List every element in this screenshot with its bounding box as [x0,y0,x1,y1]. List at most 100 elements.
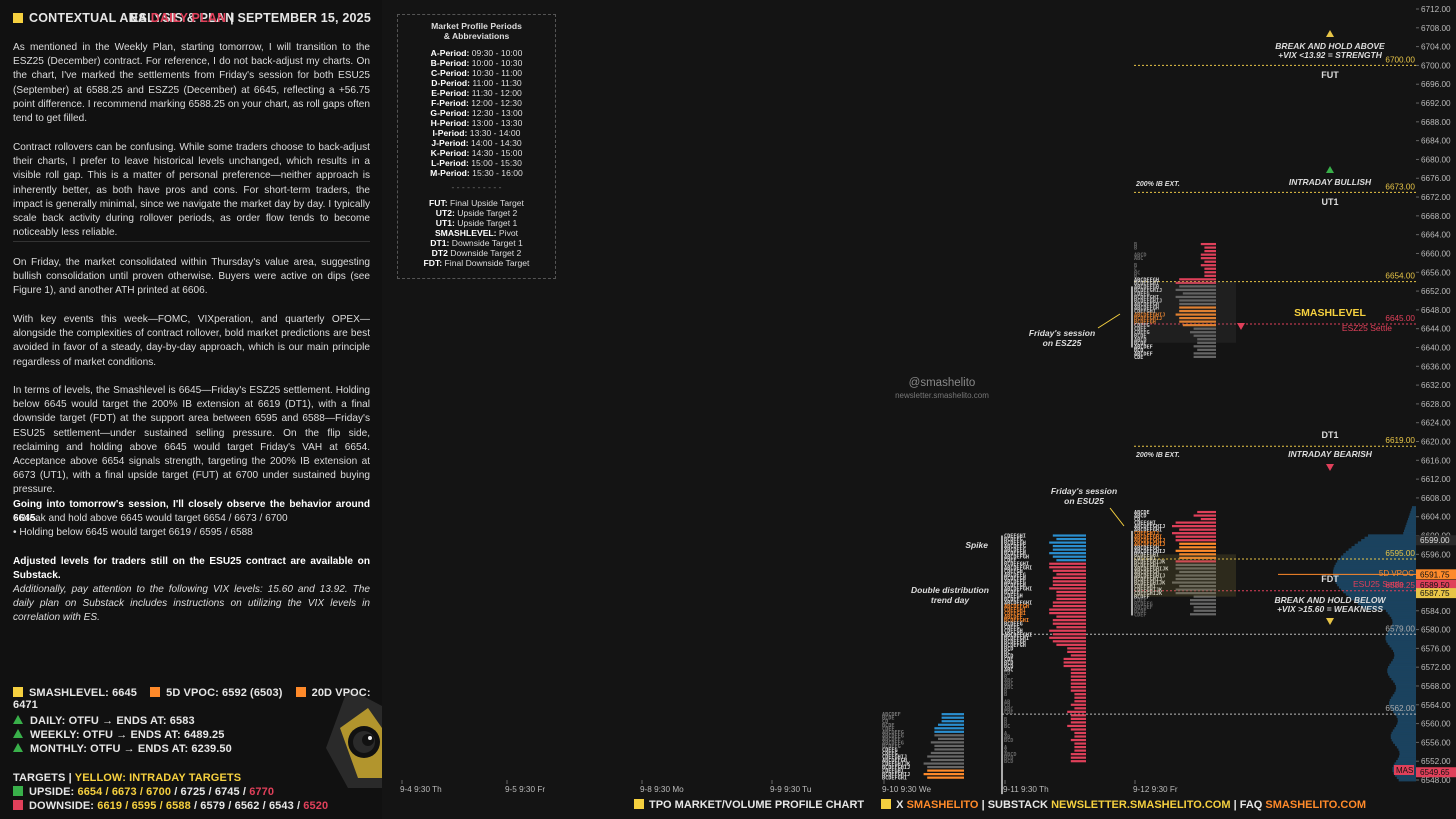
thu-tpo-letters: BCDEFGHI [1004,636,1029,642]
esu25-tpo-letters: BCDEFGHIJK [1134,581,1166,587]
substack-link[interactable]: NEWSLETTER.SMASHELITO.COM [1051,799,1231,811]
thu-volume-bar [1070,668,1086,671]
esz25-tpo-letters: BCDEFGHIJ [1134,316,1162,322]
esz25-volume-bar [1193,327,1216,330]
esu25-volume-bar [1197,510,1216,514]
chart-canvas[interactable]: 6712.00 6708.00 6704.00 6700.00 6696.00 6692.… [382,0,1456,796]
trend-daily: DAILY: OTFU → ENDS AT: 6583 [13,715,195,727]
thu-volume-bar [1074,731,1086,735]
esz25-volume-bar [1175,313,1216,316]
thu-volume-bar [1070,756,1086,759]
y-tick-label: 6644.00 [1421,325,1451,334]
legend-abbr-value: Downside Target 2 [447,248,522,258]
esz25-tpo-letters: ABCDEF [1134,351,1153,357]
thu-volume-bar [1049,587,1086,590]
volume-profile-bar [1394,682,1416,686]
volume-profile-bar [1364,536,1416,540]
annot-ib-ext-dn: 200% IB EXT. [1135,452,1180,459]
esz25-tpo-letters: BCDE [1134,334,1147,340]
wed-tpo-letters: CDEFG [882,747,898,753]
upside-rest: / 6725 / 6745 / [171,786,250,798]
thu-tpo-letters: A [1004,731,1008,737]
thu-volume-bar [1049,552,1086,555]
y-tick-label: 6596.00 [1421,550,1451,559]
left-marker-icon [1237,323,1245,330]
volume-profile-bar [1408,517,1416,521]
annot-esu-settle: ESU25 Settle [1353,579,1404,589]
volume-profile-bar [1395,712,1416,716]
esu25-volume-bar [1175,567,1216,570]
legend-periods: A-Period: 09:30 - 10:00 B-Period: 10:00 -… [398,48,555,178]
y-tick-label: 6572.00 [1421,663,1451,672]
esu25-volume-bar [1190,602,1216,605]
esu25-volume-bar [1175,592,1216,595]
wed-tpo-letters: ABCDEF [882,712,901,718]
esz25-volume-bar [1182,324,1216,327]
thu-volume-bar [1056,626,1086,629]
volume-profile-bar [1405,524,1416,528]
esz25-tpo-letters: B [1134,242,1137,248]
paragraph-5: In terms of levels, the Smashlevel is 66… [13,385,370,496]
thu-volume-bar [1052,633,1086,636]
trend-monthly-text: MONTHLY: OTFU → ENDS AT: 6239.50 [30,743,232,755]
volume-profile-bar [1412,506,1416,509]
wed-tpo-letters: CDEFG [882,751,898,757]
y-tick-label: 6552.00 [1421,757,1451,766]
esu25-tpo-letters: CDEFGHIJK [1134,591,1163,597]
volume-profile-bar [1394,727,1416,730]
thu-volume-bar [1063,661,1086,664]
price-tag-label: 6591.75 [1420,570,1450,579]
esz25-volume-bar [1175,281,1216,284]
volume-profile-bar [1364,607,1416,610]
esu25-volume-bar [1172,525,1216,528]
thu-volume-bar [1070,728,1086,731]
legend-period-name: H-Period: [430,118,470,128]
downside-label: DOWNSIDE: [29,800,95,812]
volume-profile-bar [1391,661,1416,664]
price-tag-label: 6589.50 [1420,581,1450,590]
x-handle-link[interactable]: SMASHELITO [906,799,979,811]
up-arrow-icon [13,729,23,738]
volume-profile-bar [1397,722,1416,725]
esz25-volume-bar [1197,348,1216,351]
esz25-volume-bar [1179,320,1216,323]
legend-abbr-row: UT2: Upside Target 2 [398,208,555,218]
volume-profile-bar [1391,647,1416,650]
thu-tpo-letters: BCDEF [1004,597,1020,603]
thu-volume-bar [1056,594,1086,597]
esz25-volume-bar [1200,257,1216,260]
tpo-chart[interactable]: 6712.00 6708.00 6704.00 6700.00 6696.00 6692.… [382,0,1456,819]
volume-profile-bar [1390,734,1416,737]
annot-fut: FUT [1321,70,1339,80]
legend-period-value: 11:30 - 12:00 [469,88,522,98]
esu25-volume-bar [1190,599,1216,602]
y-tick-label: 6668.00 [1421,212,1451,221]
volume-profile-bar [1389,698,1416,702]
x-marker [881,799,892,809]
wed-volume-bar [930,741,964,744]
esu25-volume-bar [1175,549,1216,552]
esu25-tpo-letters: ABCDEFGH [1134,570,1159,576]
thu-volume-bar [1052,583,1086,586]
level-label: 6588.25 [1385,581,1415,590]
esz25-tpo-letters: ABCDEF [1134,344,1153,350]
volume-profile-bar [1396,715,1416,718]
annot-vix-below: +VIX >15.60 = WEAKNESS [1277,604,1383,614]
legend-abbreviations: FUT: Final Upside Target UT2: Upside Targ… [398,198,555,268]
esz25-tpo-letters: B [1134,263,1137,269]
esu25-tpo-letters: BCDE [1134,609,1147,615]
wed-volume-bar [934,727,964,730]
legend-period-row: L-Period: 15:00 - 15:30 [398,158,555,168]
esu25-volume-bar [1179,546,1216,549]
period-legend: Market Profile Periods & Abbreviations A-… [397,14,556,279]
annot-esu-friday: Friday's session [1051,486,1117,496]
tpo-marker [634,799,644,809]
wed-volume-bar [941,713,964,716]
level-label: 6562.00 [1385,704,1415,713]
annot-intraday-bearish: INTRADAY BEARISH [1288,449,1373,459]
legend-period-row: H-Period: 13:00 - 13:30 [398,118,555,128]
volume-profile-bar [1386,633,1416,636]
esu25-tpo-letters: ABCD [1134,514,1147,520]
faq-link[interactable]: SMASHELITO.COM [1265,799,1367,811]
volume-profile-bar [1389,614,1416,617]
